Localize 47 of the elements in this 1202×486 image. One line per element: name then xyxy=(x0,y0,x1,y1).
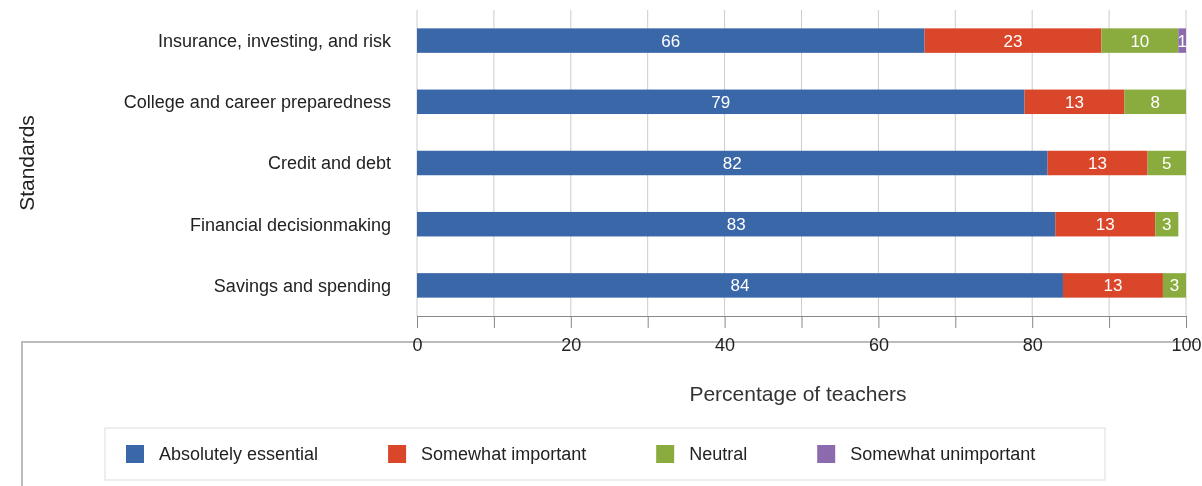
data-label: 84 xyxy=(730,276,750,296)
data-label: 23 xyxy=(1003,31,1023,51)
x-tick-label: 0 xyxy=(412,334,423,355)
x-tick-label: 100 xyxy=(1171,334,1202,355)
y-tick-label: Savings and spending xyxy=(213,275,391,296)
bar xyxy=(1062,273,1163,298)
data-label: 13 xyxy=(1065,92,1084,112)
bar xyxy=(1047,150,1148,176)
legend-label: Absolutely essential xyxy=(159,444,319,465)
x-axis-title: Percentage of teachers xyxy=(689,382,907,405)
data-label: 10 xyxy=(1130,31,1150,51)
bar xyxy=(1024,89,1125,115)
data-label: 1 xyxy=(1177,31,1187,51)
x-tick-label: 40 xyxy=(715,334,736,355)
y-tick-label: College and career preparedness xyxy=(123,92,391,113)
bar xyxy=(924,28,1102,53)
y-tick-label: Insurance, investing, and risk xyxy=(157,30,392,51)
legend-label: Somewhat important xyxy=(421,444,587,465)
bar xyxy=(417,273,1063,298)
data-label: 82 xyxy=(722,153,742,173)
x-tick-label: 20 xyxy=(561,334,582,355)
data-label: 79 xyxy=(711,92,731,112)
legend-label: Somewhat unimportant xyxy=(850,444,1036,465)
y-tick-label: Credit and debt xyxy=(267,153,391,174)
bar xyxy=(1101,28,1179,53)
x-tick-label: 80 xyxy=(1022,334,1043,355)
data-label: 66 xyxy=(661,31,681,51)
data-label: 3 xyxy=(1162,215,1172,235)
bar xyxy=(417,150,1048,176)
bar xyxy=(417,28,925,53)
data-label: 3 xyxy=(1169,276,1180,296)
bar xyxy=(1162,273,1186,298)
y-axis-title: Standards xyxy=(15,115,38,211)
data-label: 13 xyxy=(1103,276,1123,296)
data-label: 13 xyxy=(1095,215,1115,235)
bar xyxy=(417,89,1025,115)
bar xyxy=(417,211,1056,237)
legend-label: Neutral xyxy=(689,444,748,465)
data-label: 83 xyxy=(726,215,746,235)
data-label: 8 xyxy=(1150,92,1160,112)
x-tick-label: 60 xyxy=(868,334,889,355)
bar xyxy=(1055,211,1156,237)
bar xyxy=(1147,150,1186,176)
data-label: 13 xyxy=(1088,153,1108,173)
bar xyxy=(1124,89,1186,115)
data-label: 5 xyxy=(1162,153,1172,173)
y-tick-label: Financial decisionmaking xyxy=(189,214,391,235)
